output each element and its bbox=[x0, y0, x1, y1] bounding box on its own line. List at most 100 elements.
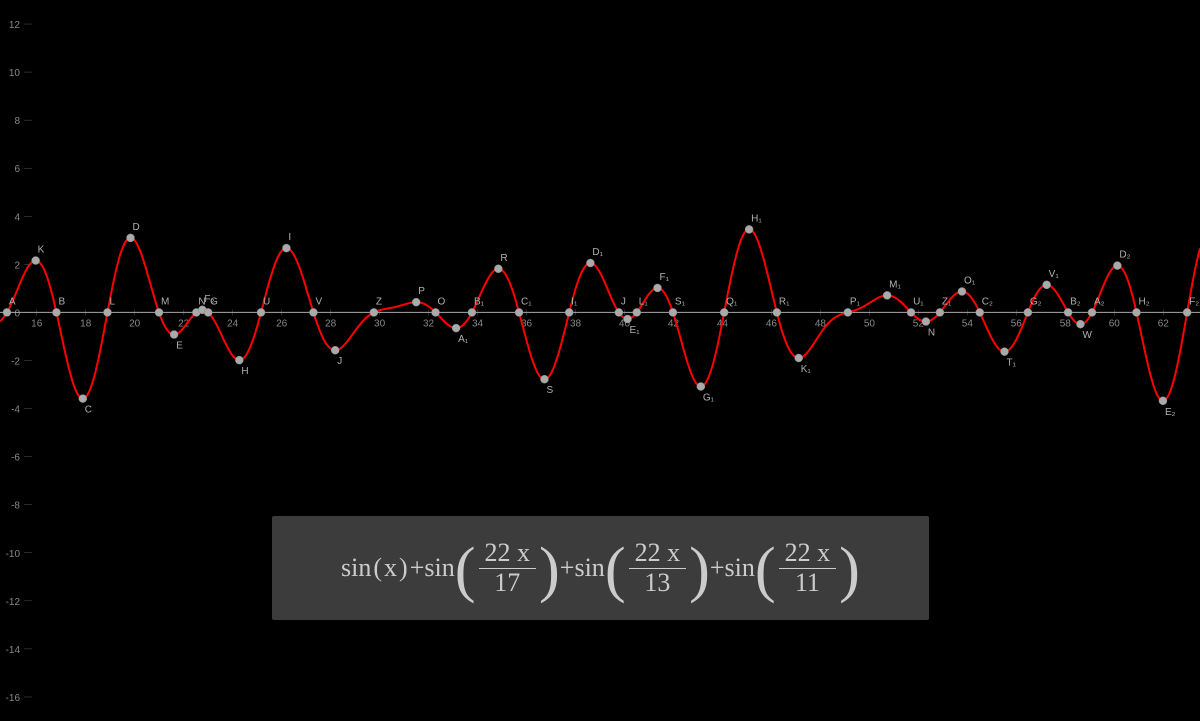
x-tick-label: 34 bbox=[472, 318, 484, 329]
extremum-point bbox=[745, 225, 753, 233]
zero-point bbox=[669, 308, 677, 316]
zero-point bbox=[155, 308, 163, 316]
point-label: C bbox=[85, 405, 92, 416]
point-label: L₁ bbox=[639, 296, 649, 307]
point-label: S bbox=[546, 385, 553, 396]
point-label: A bbox=[9, 296, 16, 307]
extremum-point bbox=[170, 331, 178, 339]
zero-point bbox=[976, 308, 984, 316]
point-label: P bbox=[418, 286, 425, 297]
plus-op: + bbox=[560, 553, 575, 583]
point-label: W bbox=[1082, 330, 1092, 341]
point-label: Q₁ bbox=[726, 296, 738, 307]
point-label: O₁ bbox=[964, 275, 976, 286]
frac-num: 22 x bbox=[479, 539, 537, 569]
frac-2: 22 x11 bbox=[779, 539, 837, 597]
point-label: U bbox=[263, 296, 270, 307]
y-tick-label: 4 bbox=[14, 212, 20, 223]
sin-label: sin bbox=[341, 553, 371, 583]
zero-point bbox=[565, 308, 573, 316]
y-tick-label: 0 bbox=[14, 308, 20, 319]
point-label: D₂ bbox=[1119, 250, 1130, 261]
extremum-point bbox=[1159, 397, 1167, 405]
point-label: H bbox=[241, 366, 248, 377]
plus-op: + bbox=[410, 553, 425, 583]
point-label: H₂ bbox=[1138, 296, 1149, 307]
y-tick-label: -16 bbox=[6, 693, 21, 704]
frac-num: 22 x bbox=[629, 539, 687, 569]
point-label: B₁ bbox=[474, 296, 485, 307]
point-label: U₁ bbox=[913, 296, 924, 307]
sin-label: sin bbox=[424, 553, 454, 583]
point-label: J bbox=[337, 356, 342, 367]
extremum-point bbox=[654, 284, 662, 292]
zero-point bbox=[907, 308, 915, 316]
zero-point bbox=[1064, 308, 1072, 316]
y-tick-label: 2 bbox=[14, 260, 20, 271]
zero-point bbox=[936, 308, 944, 316]
extremum-point bbox=[79, 395, 87, 403]
x-tick-label: 60 bbox=[1109, 318, 1121, 329]
x-tick-label: 20 bbox=[129, 318, 141, 329]
extremum-point bbox=[958, 287, 966, 295]
point-label: M₁ bbox=[889, 279, 901, 290]
extremum-point bbox=[32, 257, 40, 265]
point-label: L bbox=[109, 296, 115, 307]
point-label: C₂ bbox=[982, 296, 993, 307]
point-label: I₁ bbox=[571, 296, 578, 307]
zero-point bbox=[633, 308, 641, 316]
zero-point bbox=[615, 308, 623, 316]
zero-point bbox=[1088, 308, 1096, 316]
zero-point bbox=[370, 308, 378, 316]
extremum-point bbox=[883, 291, 891, 299]
point-label: J bbox=[621, 296, 626, 307]
zero-point bbox=[720, 308, 728, 316]
frac-den: 17 bbox=[488, 569, 526, 598]
zero-point bbox=[103, 308, 111, 316]
x-tick-label: 62 bbox=[1158, 318, 1170, 329]
extremum-point bbox=[540, 375, 548, 383]
extremum-point bbox=[412, 298, 420, 306]
zero-point bbox=[52, 308, 60, 316]
zero-point bbox=[844, 308, 852, 316]
y-tick-label: -6 bbox=[11, 453, 20, 464]
extremum-point bbox=[1076, 320, 1084, 328]
x-tick-label: 16 bbox=[31, 318, 43, 329]
sin-label: sin bbox=[725, 553, 755, 583]
point-label: K₁ bbox=[801, 364, 812, 375]
zero-point bbox=[3, 308, 11, 316]
point-label: Z₁ bbox=[942, 296, 952, 307]
extremum-point bbox=[624, 315, 632, 323]
zero-point bbox=[309, 308, 317, 316]
zero-point bbox=[257, 308, 265, 316]
extremum-point bbox=[586, 259, 594, 267]
frac-den: 11 bbox=[789, 569, 826, 598]
extremum-point bbox=[922, 318, 930, 326]
point-label: R₁ bbox=[779, 296, 790, 307]
extremum-point bbox=[127, 234, 135, 242]
x-tick-label: 24 bbox=[227, 318, 239, 329]
point-label: V bbox=[315, 296, 322, 307]
x-tick-label: 30 bbox=[374, 318, 386, 329]
point-label: O bbox=[438, 296, 446, 307]
y-tick-label: 6 bbox=[14, 164, 20, 175]
x-tick-label: 46 bbox=[766, 318, 778, 329]
point-label: Z bbox=[376, 296, 382, 307]
point-label: M bbox=[161, 296, 169, 307]
x-tick-label: 58 bbox=[1060, 318, 1072, 329]
y-tick-label: 12 bbox=[9, 20, 21, 31]
extremum-point bbox=[282, 244, 290, 252]
zero-point bbox=[204, 308, 212, 316]
zero-point bbox=[432, 308, 440, 316]
zero-point bbox=[1183, 308, 1191, 316]
point-label: G₂ bbox=[1030, 296, 1042, 307]
zero-point bbox=[468, 308, 476, 316]
zero-point bbox=[1132, 308, 1140, 316]
point-labels-layer: AKBCLDMENF₂GHUIVJZPOA₁B₁RC₁SI₁D₁JE₁L₁F₁S… bbox=[9, 213, 1199, 417]
point-label: D₁ bbox=[592, 247, 603, 258]
point-label: B₂ bbox=[1070, 296, 1081, 307]
point-label: P₁ bbox=[850, 296, 861, 307]
extremum-point bbox=[697, 383, 705, 391]
y-tick-label: 8 bbox=[14, 116, 20, 127]
point-label: S₁ bbox=[675, 296, 686, 307]
